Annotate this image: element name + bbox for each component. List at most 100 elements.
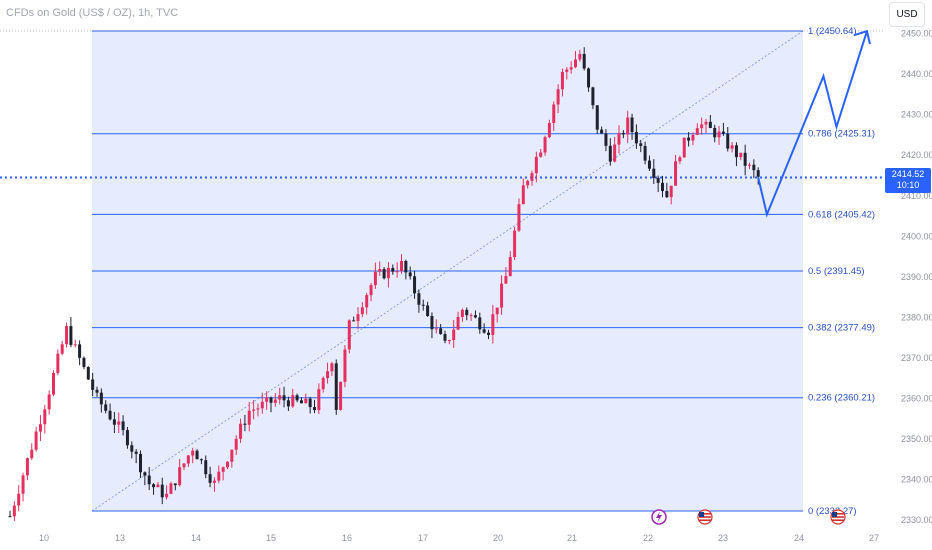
candle-body xyxy=(195,450,199,460)
candle-body xyxy=(439,328,443,335)
time-tick-label: 20 xyxy=(493,533,503,543)
candlestick-series xyxy=(8,47,760,522)
candle-body xyxy=(452,329,456,341)
candle-body xyxy=(104,404,108,411)
candle-body xyxy=(413,276,417,294)
price-tick-label: 2450.00 xyxy=(901,29,932,39)
candle-body xyxy=(543,137,547,153)
candle-body xyxy=(204,460,208,475)
candle-body xyxy=(417,293,421,305)
fib-level-label: 0.786 (2425.31) xyxy=(808,129,875,140)
candle-body xyxy=(652,168,656,178)
time-tick-label: 27 xyxy=(869,533,879,543)
candle-body xyxy=(608,145,612,162)
fibonacci-retracement[interactable]: 1 (2450.64) 0.786 (2425.31) 0.618 (2405.42… xyxy=(0,26,885,517)
candle-body xyxy=(500,283,504,308)
candle-body xyxy=(334,363,338,410)
candle-body xyxy=(595,105,599,130)
candle-body xyxy=(165,493,169,498)
candle-body xyxy=(460,309,464,317)
candle-body xyxy=(560,71,564,90)
us-flag-icon[interactable] xyxy=(697,509,713,525)
candle-body xyxy=(530,173,534,181)
candle-body xyxy=(539,152,543,157)
candle-body xyxy=(574,59,577,68)
candle-body xyxy=(152,484,156,488)
projection-drawing[interactable] xyxy=(757,29,871,218)
candle-body xyxy=(99,392,103,405)
candle-body xyxy=(661,182,664,192)
candle-body xyxy=(121,421,125,431)
candle-body xyxy=(247,410,251,425)
event-markers[interactable] xyxy=(651,509,846,525)
candle-body xyxy=(734,145,738,158)
candle-body xyxy=(30,449,34,459)
us-flag-icon[interactable] xyxy=(830,509,846,525)
price-tick-label: 2380.00 xyxy=(901,312,932,322)
candle-body xyxy=(643,145,647,161)
candle-body xyxy=(65,326,69,345)
candle-body xyxy=(404,260,408,273)
candle-body xyxy=(600,129,604,134)
candle-body xyxy=(330,363,334,372)
lightning-event-icon[interactable] xyxy=(651,509,667,525)
candle-body xyxy=(230,449,234,462)
price-tick-label: 2420.00 xyxy=(901,150,932,160)
candle-body xyxy=(647,160,651,169)
candle-body xyxy=(456,316,460,330)
candle-body xyxy=(526,180,530,186)
fib-level-label: 1 (2450.64) xyxy=(808,26,857,37)
time-tick-label: 10 xyxy=(39,533,49,543)
candle-body xyxy=(73,344,77,346)
candle-body xyxy=(295,395,299,401)
time-tick-label: 15 xyxy=(266,533,276,543)
candle-body xyxy=(25,458,29,476)
candle-body xyxy=(591,87,595,106)
fib-level-label: 0.382 (2377.49) xyxy=(808,323,875,334)
price-tick-label: 2360.00 xyxy=(901,394,932,404)
candle-body xyxy=(621,132,625,135)
candle-body xyxy=(495,307,499,315)
candle-body xyxy=(434,328,438,330)
current-price-badge: 2414.52 10:10 xyxy=(885,168,931,193)
candle-body xyxy=(395,271,399,273)
candle-body xyxy=(482,329,486,333)
candle-body xyxy=(717,131,721,138)
candle-body xyxy=(726,133,730,149)
price-tick-label: 2350.00 xyxy=(901,434,932,444)
candle-body xyxy=(134,451,138,454)
candle-body xyxy=(212,480,216,483)
candle-body xyxy=(313,407,316,411)
candle-body xyxy=(408,272,412,277)
candle-body xyxy=(469,315,473,317)
candle-body xyxy=(665,191,669,198)
price-tick-label: 2370.00 xyxy=(901,353,932,363)
candle-body xyxy=(69,326,73,345)
candle-body xyxy=(286,400,290,407)
time-axis: 10 13 14 15 16 17 20 21 22 23 24 27 xyxy=(39,533,879,543)
candle-body xyxy=(521,185,525,205)
candle-body xyxy=(656,177,660,183)
candle-body xyxy=(191,450,195,456)
price-tick-label: 2390.00 xyxy=(901,272,932,282)
price-tick-label: 2410.00 xyxy=(901,191,932,201)
candle-body xyxy=(360,307,364,315)
candle-body xyxy=(95,389,99,393)
candle-body xyxy=(299,400,303,404)
fib-level-label: 0.236 (2360.21) xyxy=(808,393,875,404)
candle-body xyxy=(382,269,386,279)
currency-button[interactable]: USD xyxy=(889,2,925,27)
candle-body xyxy=(269,397,273,403)
candle-body xyxy=(569,67,573,70)
time-tick-label: 13 xyxy=(115,533,125,543)
candle-body xyxy=(447,340,451,342)
candle-body xyxy=(487,332,490,335)
candle-body xyxy=(534,156,538,174)
candle-body xyxy=(143,472,147,476)
candle-body xyxy=(739,152,743,158)
fib-level-label: 0.618 (2405.42) xyxy=(808,209,875,220)
candle-body xyxy=(421,304,425,306)
candle-body xyxy=(695,128,699,135)
projection-path[interactable] xyxy=(757,30,868,218)
